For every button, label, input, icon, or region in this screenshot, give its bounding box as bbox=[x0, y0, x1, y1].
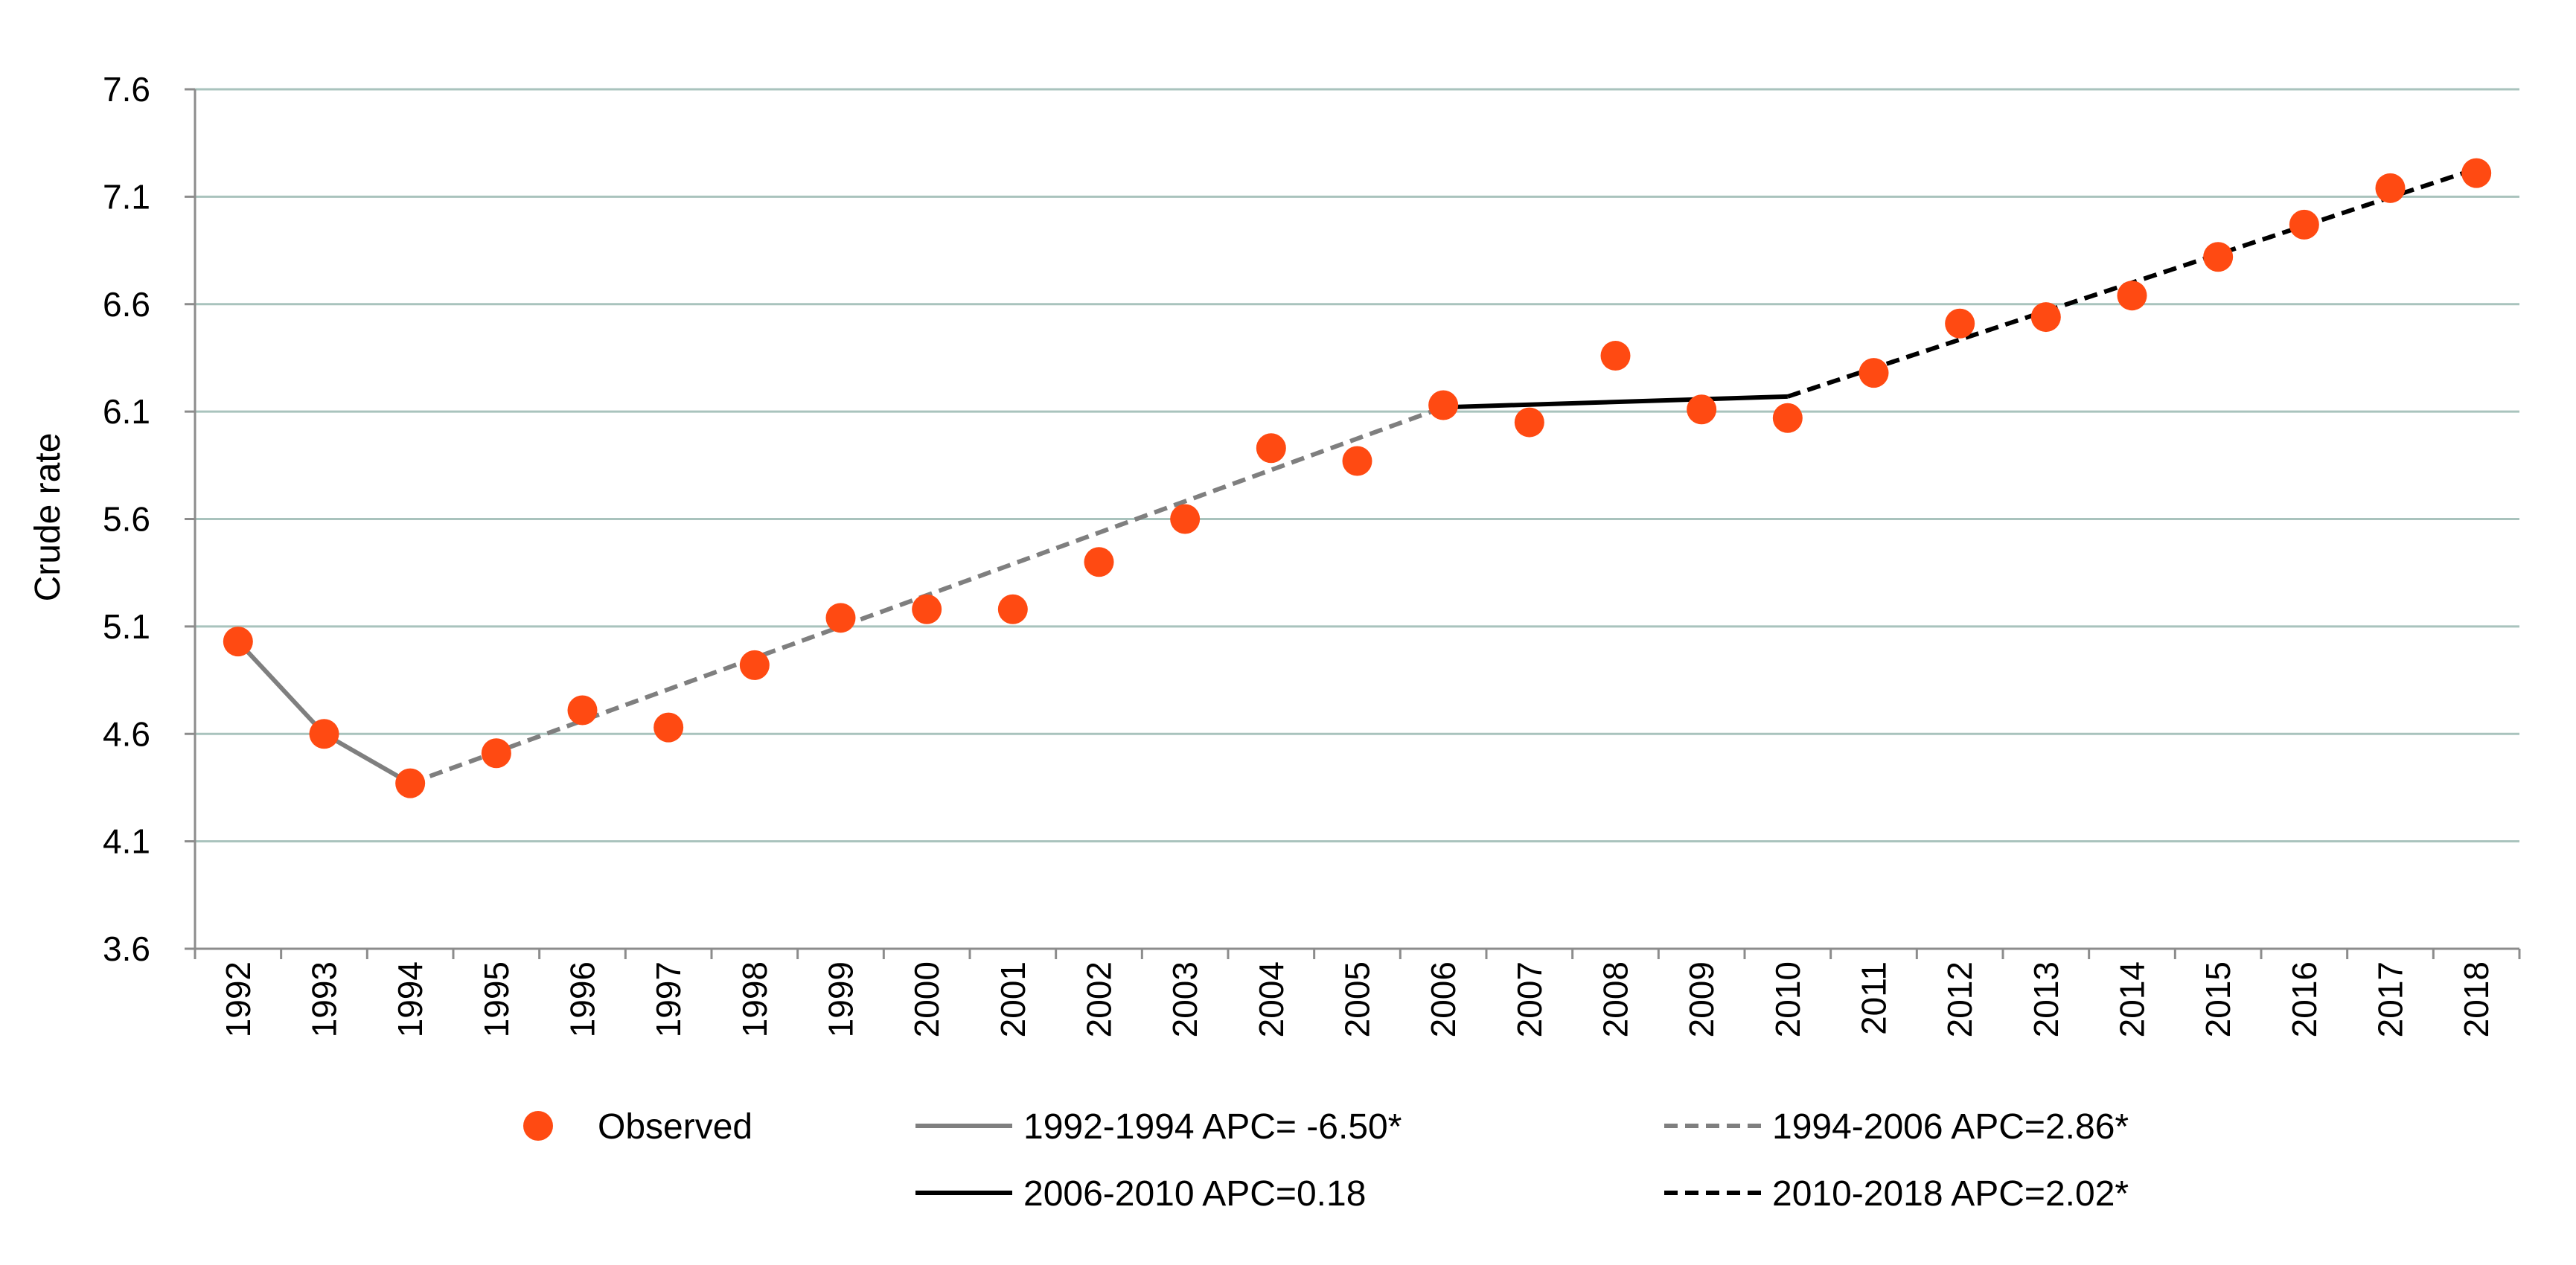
legend-segment-label: 1994-2006 APC=2.86* bbox=[1772, 1107, 2129, 1147]
x-tick-label: 2003 bbox=[1166, 961, 1204, 1037]
joinpoint-segments bbox=[236, 166, 2478, 786]
x-tick-label: 1993 bbox=[305, 961, 344, 1037]
x-tick-label: 2002 bbox=[1080, 961, 1119, 1037]
observed-point bbox=[1342, 446, 1372, 476]
observed-point bbox=[481, 738, 511, 769]
x-tick-label: 1994 bbox=[391, 961, 429, 1037]
x-tick-label: 2007 bbox=[1510, 961, 1549, 1037]
x-tick-label: 2011 bbox=[1855, 961, 1893, 1035]
observed-point bbox=[1170, 504, 1201, 534]
x-tick-label: 2005 bbox=[1338, 961, 1377, 1037]
x-tick-label: 1998 bbox=[735, 961, 774, 1037]
legend-observed-marker bbox=[523, 1111, 553, 1141]
observed-point bbox=[1428, 390, 1459, 420]
x-tick-labels: 1992 1993 1994 1995 1996 1997 1998 1999 2000 2001… bbox=[219, 961, 2496, 1037]
x-tick-label: 1995 bbox=[477, 961, 516, 1037]
legend-observed-label: Observed bbox=[598, 1107, 752, 1147]
y-tick-label: 5.6 bbox=[103, 500, 150, 539]
observed-point bbox=[825, 603, 856, 633]
y-tick-label: 7.6 bbox=[103, 70, 150, 109]
y-tick-labels: 3.6 4.1 4.6 5.1 5.6 6.1 6.6 7.1 7.6 bbox=[103, 70, 150, 968]
x-tick-label: 2014 bbox=[2113, 961, 2152, 1037]
y-tick-label: 4.1 bbox=[103, 822, 150, 861]
x-tick-label: 2009 bbox=[1682, 961, 1721, 1037]
observed-point bbox=[2289, 209, 2319, 240]
legend: Observed 1992-1994 APC= -6.50* 1994-2006… bbox=[523, 1107, 2129, 1214]
legend-segment-label: 2006-2010 APC=0.18 bbox=[1023, 1174, 1366, 1214]
axes bbox=[185, 88, 2521, 959]
observed-point bbox=[912, 594, 942, 624]
observed-point bbox=[223, 627, 253, 657]
observed-point bbox=[395, 768, 426, 798]
observed-points bbox=[223, 158, 2492, 798]
y-tick-label: 3.6 bbox=[103, 929, 150, 968]
observed-point bbox=[997, 594, 1028, 624]
x-tick-label: 2010 bbox=[1768, 961, 1807, 1037]
gridlines bbox=[195, 88, 2519, 843]
observed-point bbox=[1687, 394, 1717, 425]
x-tick-label: 2001 bbox=[994, 961, 1032, 1037]
observed-point bbox=[1514, 407, 1544, 438]
x-tick-label: 1996 bbox=[563, 961, 602, 1037]
observed-point bbox=[2030, 302, 2061, 333]
y-tick-label: 6.1 bbox=[103, 392, 150, 431]
y-tick-label: 6.6 bbox=[103, 285, 150, 324]
y-tick-label: 4.6 bbox=[103, 714, 150, 753]
x-tick-label: 2016 bbox=[2285, 961, 2324, 1037]
x-tick-label: 2000 bbox=[907, 961, 946, 1037]
x-tick-label: 1997 bbox=[649, 961, 688, 1037]
observed-point bbox=[1084, 547, 1114, 577]
x-tick-label: 2004 bbox=[1252, 961, 1291, 1037]
x-tick-label: 2017 bbox=[2371, 961, 2410, 1037]
observed-point bbox=[2461, 158, 2492, 188]
observed-point bbox=[2203, 242, 2234, 272]
observed-point bbox=[1945, 308, 1975, 339]
segment-line bbox=[236, 640, 412, 786]
legend-segment-label: 2010-2018 APC=2.02* bbox=[1772, 1174, 2129, 1214]
observed-point bbox=[1600, 341, 1631, 371]
observed-point bbox=[1772, 403, 1803, 433]
observed-point bbox=[653, 712, 684, 743]
observed-point bbox=[567, 695, 598, 726]
x-tick-label: 2008 bbox=[1597, 961, 1635, 1037]
x-tick-label: 2018 bbox=[2457, 961, 2496, 1037]
observed-point bbox=[1256, 433, 1286, 464]
x-tick-label: 2015 bbox=[2199, 961, 2237, 1037]
segment-line bbox=[1443, 394, 1788, 410]
observed-point bbox=[2117, 281, 2147, 311]
x-tick-label: 1992 bbox=[219, 961, 258, 1037]
y-tick-label: 5.1 bbox=[103, 607, 150, 646]
observed-point bbox=[2375, 173, 2406, 203]
legend-segment-label: 1992-1994 APC= -6.50* bbox=[1023, 1107, 1402, 1147]
x-tick-label: 2006 bbox=[1424, 961, 1463, 1037]
x-tick-label: 2013 bbox=[2027, 961, 2065, 1037]
observed-point bbox=[309, 719, 339, 749]
y-axis-title: Crude rate bbox=[28, 433, 68, 602]
y-tick-label: 7.1 bbox=[103, 177, 150, 216]
x-tick-label: 2012 bbox=[1940, 961, 1979, 1037]
observed-point bbox=[1859, 358, 1889, 388]
observed-point bbox=[739, 650, 770, 680]
x-tick-label: 1999 bbox=[822, 961, 860, 1037]
